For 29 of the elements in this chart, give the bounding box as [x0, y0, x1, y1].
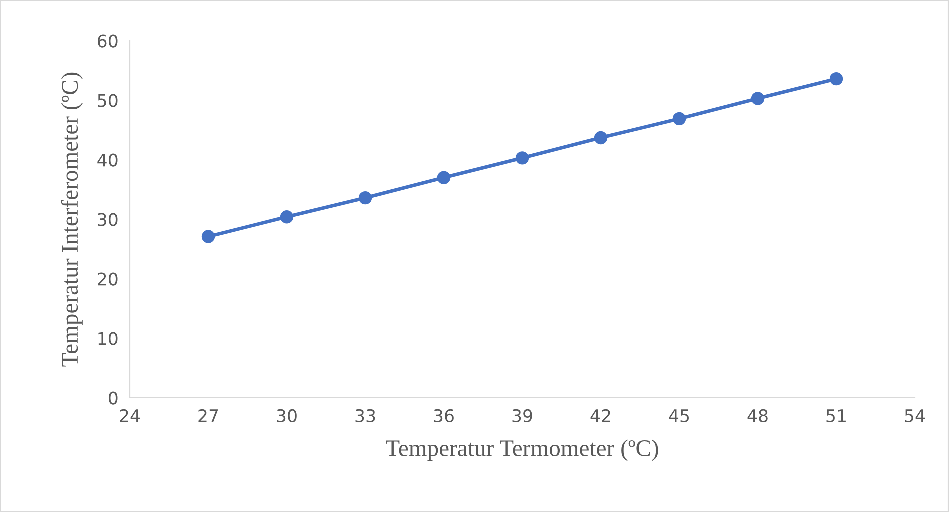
- point: [358, 191, 372, 205]
- point: [202, 230, 216, 244]
- point: [594, 131, 608, 145]
- y-tick-label: 20: [98, 272, 118, 286]
- x-tick-label: 24: [120, 409, 140, 422]
- x-tick-label: 33: [356, 409, 376, 423]
- x-tick-label: 45: [669, 410, 690, 423]
- x-axis-title: Temperatur Termometer (ºC): [386, 440, 658, 462]
- y-tick-label: 30: [98, 213, 118, 226]
- x-tick-label: 51: [826, 410, 846, 423]
- x-tick-label: 48: [748, 409, 768, 423]
- point: [516, 152, 530, 165]
- y-tick-label: 40: [98, 154, 118, 167]
- x-tick-label: 42: [590, 409, 610, 422]
- y-tick-label: 10: [98, 332, 118, 346]
- y-tick-label: 50: [98, 94, 118, 108]
- x-tick-label: 36: [434, 409, 454, 423]
- point: [830, 72, 844, 86]
- point: [751, 92, 765, 106]
- x-tick-label: 27: [198, 409, 218, 422]
- point: [672, 112, 686, 126]
- point: [280, 210, 294, 224]
- x-tick-label: 30: [277, 409, 297, 423]
- y-tick-label: 0: [108, 392, 118, 405]
- y-tick-label: 60: [98, 34, 118, 48]
- point: [437, 171, 451, 184]
- x-tick-label: 54: [905, 410, 926, 423]
- x-tick-label: 39: [512, 409, 532, 423]
- y-axis-title: Temperatur Interferometer (ºC): [61, 72, 83, 367]
